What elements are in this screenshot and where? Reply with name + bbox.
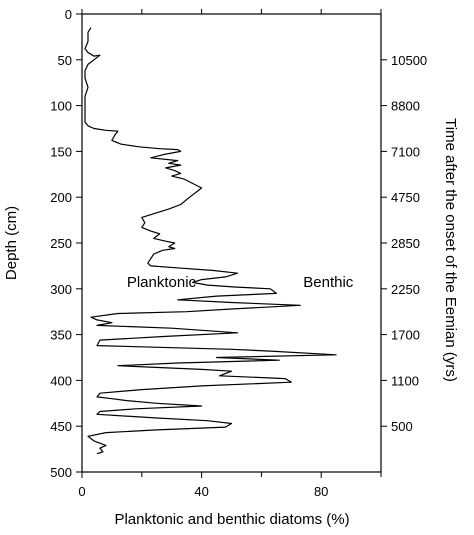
y-tick-label: 250 — [50, 236, 72, 251]
x-tick-label: 80 — [314, 484, 328, 499]
right-tick-label: 2250 — [391, 282, 420, 297]
plot-frame — [81, 13, 382, 473]
right-tick-label: 1100 — [391, 373, 419, 388]
bottom-axis: 0 40 80 — [78, 472, 382, 499]
x-tick-label: 0 — [78, 484, 85, 499]
right-tick-label: 500 — [391, 419, 413, 434]
y-tick-label: 400 — [50, 373, 72, 388]
right-tick-label: 2850 — [391, 236, 420, 251]
x-axis-label: Planktonic and benthic diatoms (%) — [114, 511, 349, 528]
y-tick-label: 150 — [50, 144, 72, 159]
y-axis-label-right: Time after the onset of the Eemian (yrs) — [442, 118, 459, 382]
series-layer — [84, 27, 337, 455]
diatom-series-line — [84, 27, 337, 455]
y-tick-label: 0 — [65, 7, 72, 22]
y-tick-label: 50 — [58, 53, 72, 68]
y-tick-label: 450 — [50, 419, 72, 434]
x-tick-label: 40 — [194, 484, 208, 499]
y-tick-label: 300 — [50, 282, 72, 297]
right-tick-label: 1700 — [391, 328, 420, 343]
top-axis — [81, 9, 382, 14]
y-tick-label: 500 — [50, 465, 72, 480]
right-tick-label: 10500 — [391, 53, 427, 68]
right-tick-label: 4750 — [391, 190, 420, 205]
y-tick-label: 200 — [50, 190, 72, 205]
right-axis: 10500 8800 7100 4750 2850 2250 1700 1100 500 — [381, 53, 427, 434]
annotation-label: Benthic — [303, 274, 354, 291]
right-tick-label: 7100 — [391, 144, 420, 159]
y-tick-label: 100 — [50, 99, 72, 114]
annotation-label: Planktonic — [127, 274, 197, 291]
right-tick-label: 8800 — [391, 99, 420, 114]
annotation-layer: Planktonic Benthic — [127, 274, 354, 291]
left-axis: 0 50 100 150 200 250 300 350 400 450 500 — [50, 7, 82, 480]
y-tick-label: 350 — [50, 328, 72, 343]
y-axis-label-left: Depth (cm) — [3, 206, 20, 280]
